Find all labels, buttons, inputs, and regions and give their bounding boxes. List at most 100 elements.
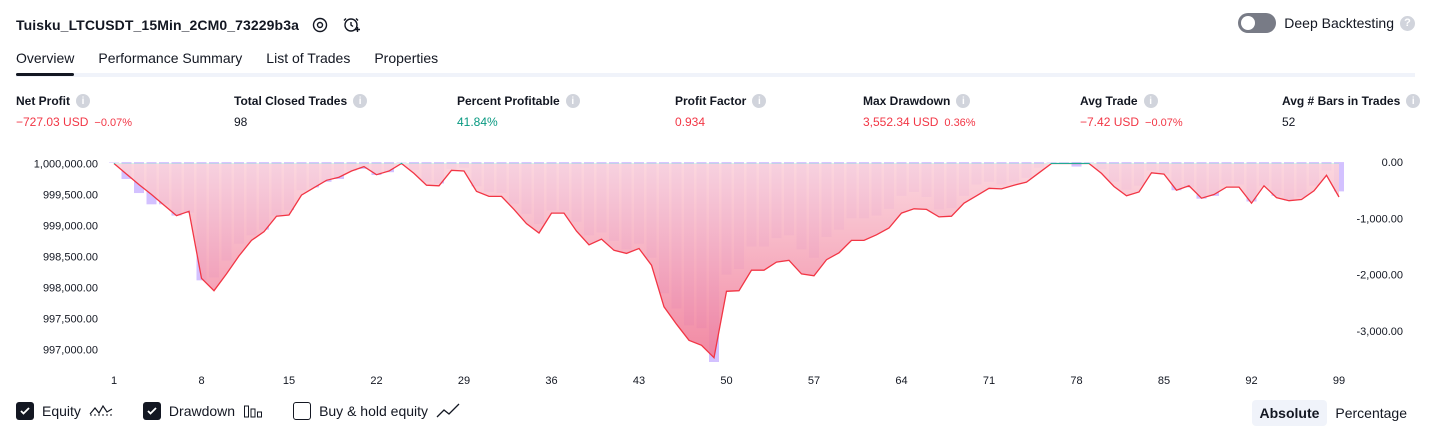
help-icon[interactable]: ? bbox=[1400, 15, 1415, 31]
stat-percent: −0.07% bbox=[1145, 117, 1183, 129]
drawdown-bar bbox=[396, 162, 407, 163]
left-axis-tick-label: 999,000.00 bbox=[43, 221, 98, 233]
stat-value: 52 bbox=[1282, 115, 1296, 129]
tabs-divider bbox=[16, 73, 1415, 77]
deep-backtesting-toggle[interactable] bbox=[1238, 13, 1277, 33]
x-axis-tick-label: 71 bbox=[983, 375, 995, 387]
info-icon[interactable]: i bbox=[76, 94, 90, 108]
stat-value: 0.934 bbox=[675, 115, 706, 129]
equity-line-below-initial bbox=[113, 163, 1340, 360]
legend-label: Drawdown bbox=[168, 403, 236, 419]
scale-toggle: Absolute Percentage bbox=[1251, 400, 1416, 426]
stat-label: Avg # Bars in Trades bbox=[1282, 94, 1401, 108]
x-axis-tick-label: 8 bbox=[198, 375, 204, 387]
stat-net-profit: Net Profit i −727.03 USD −0.07% bbox=[16, 94, 132, 129]
stat-total-closed-trades: Total Closed Trades i 98 bbox=[234, 94, 368, 129]
strategy-header: Tuisku_LTCUSDT_15Min_2CM0_73229b3a bbox=[16, 12, 363, 38]
checkbox-equity[interactable] bbox=[16, 402, 34, 420]
drawdown-bars-icon bbox=[243, 403, 263, 419]
x-axis-tick-label: 1 bbox=[111, 375, 117, 387]
trend-line-icon bbox=[436, 403, 460, 419]
stat-profit-factor: Profit Factor i 0.934 bbox=[675, 94, 767, 129]
stat-label: Profit Factor bbox=[675, 94, 747, 108]
stat-value: 98 bbox=[234, 115, 248, 129]
stat-value: 3,552.34 USD bbox=[863, 115, 939, 129]
right-axis: 0.00 -1,000.00 -2,000.00 -3,000.00 bbox=[1357, 157, 1403, 338]
stat-label: Total Closed Trades bbox=[234, 94, 348, 108]
stat-label: Avg Trade bbox=[1080, 94, 1138, 108]
right-axis-tick-label: -2,000.00 bbox=[1357, 270, 1403, 282]
drawdown-bar bbox=[1046, 162, 1057, 163]
stat-label: Net Profit bbox=[16, 94, 70, 108]
alarm-clock-add-icon[interactable] bbox=[341, 14, 363, 36]
drawdown-bar bbox=[1071, 162, 1082, 167]
legend-label: Buy & hold equity bbox=[319, 403, 429, 419]
stat-percent: 0.36% bbox=[944, 117, 976, 129]
stat-value: 41.84% bbox=[457, 115, 498, 129]
info-icon[interactable]: i bbox=[1143, 94, 1158, 108]
info-icon[interactable]: i bbox=[1406, 94, 1421, 108]
absolute-button[interactable]: Absolute bbox=[1251, 400, 1328, 426]
checkbox-drawdown[interactable] bbox=[142, 402, 161, 420]
stat-value: −727.03 USD bbox=[16, 115, 89, 129]
drawdown-bar bbox=[1084, 162, 1094, 163]
x-axis-tick-label: 85 bbox=[1158, 375, 1170, 387]
x-axis-tick-label: 92 bbox=[1245, 375, 1257, 387]
left-axis-tick-label: 999,500.00 bbox=[43, 190, 98, 202]
right-axis-tick-label: 0.00 bbox=[1382, 157, 1403, 169]
x-axis: 1 8 15 22 29 36 43 50 57 64 71 78 85 92 99 bbox=[111, 375, 1345, 387]
info-icon[interactable]: i bbox=[353, 94, 368, 108]
x-axis-tick-label: 29 bbox=[458, 375, 470, 387]
gear-icon[interactable] bbox=[309, 14, 331, 36]
stat-avg-bars-in-trades: Avg # Bars in Trades i 52 bbox=[1282, 94, 1421, 129]
legend-label: Equity bbox=[42, 403, 81, 419]
stat-percent: −0.07% bbox=[94, 117, 133, 129]
right-axis-tick-label: -3,000.00 bbox=[1357, 326, 1403, 338]
drawdown-bar bbox=[1059, 162, 1069, 163]
left-axis-tick-label: 997,000.00 bbox=[43, 345, 98, 357]
equity-drawdown-chart[interactable]: 1,000,000.00 999,500.00 999,000.00 998,500.… bbox=[0, 140, 1431, 390]
tab-properties[interactable]: Properties bbox=[374, 50, 439, 66]
checkbox-buy-hold-equity[interactable] bbox=[293, 402, 312, 420]
drawdown-bar bbox=[109, 162, 119, 163]
toggle-knob bbox=[1241, 16, 1256, 30]
x-axis-tick-label: 36 bbox=[545, 375, 557, 387]
equity-loss-fill bbox=[114, 163, 1339, 358]
tab-list-of-trades[interactable]: List of Trades bbox=[266, 50, 351, 66]
stat-label: Percent Profitable bbox=[457, 94, 560, 108]
tab-performance-summary[interactable]: Performance Summary bbox=[98, 50, 243, 66]
equity-line-icon bbox=[89, 403, 113, 419]
legend-drawdown[interactable]: Drawdown bbox=[142, 402, 263, 420]
deep-backtesting-control: Deep Backtesting ? bbox=[1238, 13, 1415, 33]
deep-backtesting-label: Deep Backtesting bbox=[1284, 15, 1394, 31]
stat-value: −7.42 USD bbox=[1080, 115, 1140, 129]
stat-label: Max Drawdown bbox=[863, 94, 951, 108]
x-axis-tick-label: 64 bbox=[895, 375, 907, 387]
tab-bar: Overview Performance Summary List of Tra… bbox=[16, 44, 462, 76]
left-axis-tick-label: 998,000.00 bbox=[43, 283, 98, 295]
left-axis: 1,000,000.00 999,500.00 999,000.00 998,500.… bbox=[34, 159, 98, 357]
chart-legend: Equity Drawdown Buy & hold equity bbox=[16, 402, 490, 420]
info-icon[interactable]: i bbox=[565, 94, 580, 108]
x-axis-tick-label: 22 bbox=[370, 375, 382, 387]
strategy-title: Tuisku_LTCUSDT_15Min_2CM0_73229b3a bbox=[16, 17, 299, 33]
x-axis-tick-label: 50 bbox=[720, 375, 732, 387]
x-axis-tick-label: 15 bbox=[283, 375, 295, 387]
percentage-button[interactable]: Percentage bbox=[1335, 405, 1407, 421]
tab-overview[interactable]: Overview bbox=[16, 44, 75, 76]
legend-buy-hold-equity[interactable]: Buy & hold equity bbox=[293, 402, 460, 420]
info-icon[interactable]: i bbox=[956, 94, 971, 108]
stat-avg-trade: Avg Trade i −7.42 USD −0.07% bbox=[1080, 94, 1183, 129]
x-axis-tick-label: 99 bbox=[1333, 375, 1345, 387]
left-axis-tick-label: 997,500.00 bbox=[43, 314, 98, 326]
right-axis-tick-label: -1,000.00 bbox=[1357, 213, 1403, 225]
left-axis-tick-label: 998,500.00 bbox=[43, 252, 98, 264]
equity-gain-fill bbox=[114, 163, 1339, 165]
info-icon[interactable]: i bbox=[752, 94, 767, 108]
x-axis-tick-label: 57 bbox=[808, 375, 820, 387]
x-axis-tick-label: 43 bbox=[633, 375, 645, 387]
stat-percent-profitable: Percent Profitable i 41.84% bbox=[457, 94, 580, 129]
stat-max-drawdown: Max Drawdown i 3,552.34 USD 0.36% bbox=[863, 94, 976, 129]
legend-equity[interactable]: Equity bbox=[16, 402, 113, 420]
x-axis-tick-label: 78 bbox=[1070, 375, 1082, 387]
